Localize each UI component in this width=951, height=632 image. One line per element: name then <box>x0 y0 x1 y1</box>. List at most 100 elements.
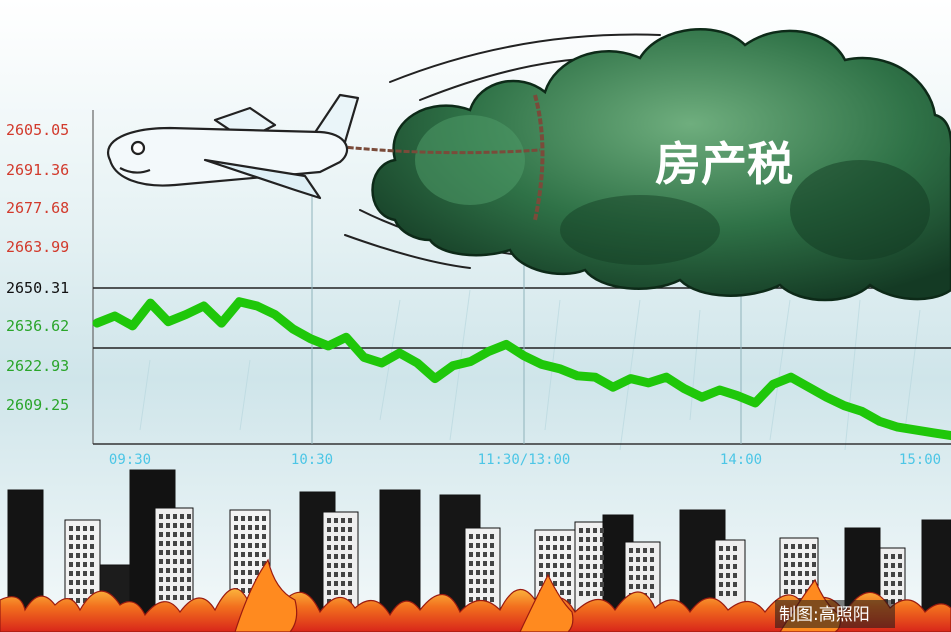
window <box>255 525 259 530</box>
window <box>83 598 87 603</box>
y-tick-label: 2650.31 <box>6 279 69 297</box>
window <box>83 580 87 585</box>
window <box>159 541 163 546</box>
window <box>166 541 170 546</box>
window <box>173 559 177 564</box>
window <box>166 550 170 555</box>
window <box>180 586 184 591</box>
window <box>798 571 802 576</box>
window <box>539 581 543 586</box>
window <box>255 570 259 575</box>
window <box>650 575 654 580</box>
window <box>69 562 73 567</box>
window <box>327 581 331 586</box>
window <box>490 543 494 548</box>
window <box>539 572 543 577</box>
window <box>483 543 487 548</box>
window <box>812 571 816 576</box>
window <box>586 555 590 560</box>
window <box>798 580 802 585</box>
window <box>733 555 737 560</box>
window <box>187 514 191 519</box>
window <box>469 561 473 566</box>
window <box>600 564 604 569</box>
window <box>469 534 473 539</box>
window <box>600 591 604 596</box>
y-axis-ticks: 2605.05 2691.36 2677.68 2663.99 2650.31 2636.… <box>6 121 69 414</box>
window <box>255 561 259 566</box>
window <box>166 559 170 564</box>
window <box>898 581 902 586</box>
window <box>719 564 723 569</box>
window <box>636 548 640 553</box>
window <box>241 534 245 539</box>
window <box>898 554 902 559</box>
window <box>248 543 252 548</box>
y-tick-label: 2622.93 <box>6 357 69 375</box>
x-axis-ticks: 09:30 10:30 11:30/13:00 14:00 15:00 <box>109 452 941 468</box>
window <box>248 516 252 521</box>
window <box>476 561 480 566</box>
credit: 制图:高照阳 <box>775 600 895 628</box>
window <box>476 579 480 584</box>
window <box>83 535 87 540</box>
window <box>187 541 191 546</box>
window <box>643 557 647 562</box>
window <box>891 581 895 586</box>
window <box>469 543 473 548</box>
y-tick-label: 2663.99 <box>6 238 69 256</box>
window <box>248 561 252 566</box>
window <box>69 526 73 531</box>
window <box>650 584 654 589</box>
window <box>719 555 723 560</box>
window <box>490 588 494 593</box>
window <box>469 579 473 584</box>
window <box>334 536 338 541</box>
window <box>180 577 184 582</box>
window <box>490 552 494 557</box>
window <box>553 545 557 550</box>
window <box>76 553 80 558</box>
y-tick-label: 2636.62 <box>6 317 69 335</box>
cloud-label: 房产税 <box>655 137 793 191</box>
window <box>798 544 802 549</box>
window <box>650 557 654 562</box>
window <box>579 591 583 596</box>
window <box>327 536 331 541</box>
window <box>83 571 87 576</box>
window <box>187 550 191 555</box>
window <box>643 548 647 553</box>
window <box>567 590 571 595</box>
window <box>784 580 788 585</box>
window <box>539 554 543 559</box>
window <box>166 568 170 573</box>
window <box>173 550 177 555</box>
window <box>719 582 723 587</box>
window <box>791 562 795 567</box>
window <box>579 573 583 578</box>
window <box>791 580 795 585</box>
window <box>483 588 487 593</box>
window <box>805 562 809 567</box>
window <box>891 554 895 559</box>
window <box>159 586 163 591</box>
window <box>234 516 238 521</box>
window <box>262 561 266 566</box>
x-tick-label: 15:00 <box>899 452 941 468</box>
window <box>69 571 73 576</box>
window <box>341 536 345 541</box>
window <box>90 580 94 585</box>
window <box>69 580 73 585</box>
window <box>348 545 352 550</box>
window <box>733 591 737 596</box>
window <box>234 579 238 584</box>
window <box>586 546 590 551</box>
window <box>327 554 331 559</box>
window <box>726 555 730 560</box>
window <box>76 526 80 531</box>
window <box>76 598 80 603</box>
window <box>187 595 191 600</box>
window <box>600 528 604 533</box>
window <box>560 590 564 595</box>
window <box>884 590 888 595</box>
